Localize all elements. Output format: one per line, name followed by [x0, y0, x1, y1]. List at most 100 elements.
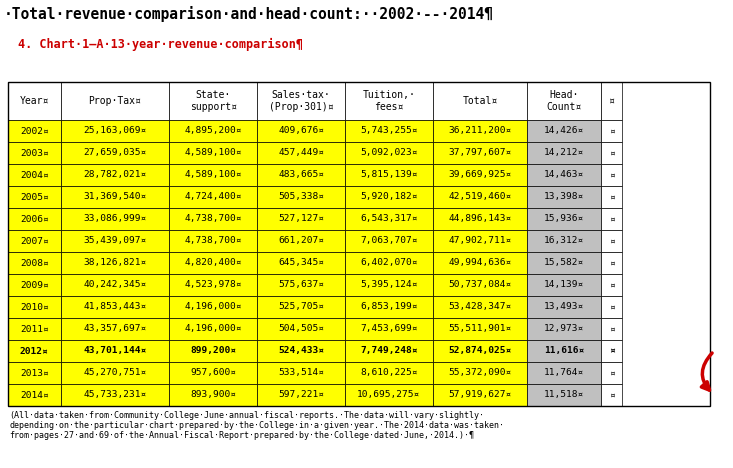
Bar: [169, 274, 257, 296]
Bar: [528, 274, 601, 296]
Bar: [601, 362, 622, 384]
Text: 533,514¤: 533,514¤: [278, 368, 324, 378]
Bar: [345, 274, 432, 296]
Bar: [8, 252, 61, 274]
Bar: [61, 120, 169, 142]
Text: 14,463¤: 14,463¤: [544, 170, 584, 180]
Bar: [8, 362, 61, 384]
Text: 50,737,084¤: 50,737,084¤: [449, 280, 512, 290]
Text: 5,815,139¤: 5,815,139¤: [360, 170, 418, 180]
Bar: [601, 120, 622, 142]
Bar: [8, 340, 61, 362]
Bar: [169, 142, 257, 164]
Text: 10,695,275¤: 10,695,275¤: [357, 390, 421, 400]
Bar: [8, 296, 61, 318]
Text: 15,936¤: 15,936¤: [544, 214, 584, 224]
Bar: [432, 318, 528, 340]
Bar: [61, 252, 169, 274]
Text: 4,724,400¤: 4,724,400¤: [185, 192, 242, 202]
Text: 4,895,200¤: 4,895,200¤: [185, 126, 242, 136]
Bar: [61, 186, 169, 208]
Bar: [528, 384, 601, 406]
Bar: [601, 384, 622, 406]
Bar: [169, 82, 257, 120]
Text: 2003¤: 2003¤: [20, 148, 48, 158]
Bar: [601, 186, 622, 208]
Text: 899,200¤: 899,200¤: [191, 346, 236, 356]
Bar: [257, 296, 345, 318]
Text: 524,433¤: 524,433¤: [278, 346, 324, 356]
Text: 4. Chart·1—A·13·year·revenue·comparison¶: 4. Chart·1—A·13·year·revenue·comparison¶: [18, 38, 303, 51]
Bar: [601, 318, 622, 340]
Bar: [345, 142, 432, 164]
Text: 504,505¤: 504,505¤: [278, 324, 324, 334]
Text: 42,519,460¤: 42,519,460¤: [449, 192, 512, 202]
Bar: [601, 296, 622, 318]
Bar: [345, 186, 432, 208]
Bar: [8, 164, 61, 186]
Bar: [61, 318, 169, 340]
Text: 28,782,021¤: 28,782,021¤: [84, 170, 147, 180]
Bar: [528, 362, 601, 384]
Text: 457,449¤: 457,449¤: [278, 148, 324, 158]
Text: ¤: ¤: [609, 390, 614, 400]
Text: 2002¤: 2002¤: [20, 126, 48, 136]
Bar: [432, 362, 528, 384]
Text: 43,701,144¤: 43,701,144¤: [84, 346, 147, 356]
Text: 2004¤: 2004¤: [20, 170, 48, 180]
Text: 6,543,317¤: 6,543,317¤: [360, 214, 418, 224]
Bar: [169, 208, 257, 230]
Bar: [169, 318, 257, 340]
Text: 5,920,182¤: 5,920,182¤: [360, 192, 418, 202]
Bar: [432, 164, 528, 186]
Text: 2006¤: 2006¤: [20, 214, 48, 224]
Text: 957,600¤: 957,600¤: [191, 368, 236, 378]
Text: ·Total·revenue·comparison·and·head·count:··2002·--·2014¶: ·Total·revenue·comparison·and·head·count…: [4, 6, 494, 22]
Text: 7,453,699¤: 7,453,699¤: [360, 324, 418, 334]
Bar: [8, 208, 61, 230]
Text: 53,428,347¤: 53,428,347¤: [449, 302, 512, 312]
Text: 15,582¤: 15,582¤: [544, 258, 584, 268]
Bar: [345, 164, 432, 186]
Text: ¤: ¤: [609, 214, 614, 224]
Text: 14,139¤: 14,139¤: [544, 280, 584, 290]
Bar: [61, 340, 169, 362]
Text: ¤: ¤: [609, 324, 614, 334]
Bar: [345, 82, 432, 120]
Bar: [345, 296, 432, 318]
Text: 36,211,200¤: 36,211,200¤: [449, 126, 512, 136]
Text: 7,749,248¤: 7,749,248¤: [360, 346, 418, 356]
Bar: [528, 142, 601, 164]
Text: 45,270,751¤: 45,270,751¤: [84, 368, 147, 378]
Bar: [8, 384, 61, 406]
Text: 597,221¤: 597,221¤: [278, 390, 324, 400]
Text: ¤: ¤: [609, 302, 614, 312]
Text: 527,127¤: 527,127¤: [278, 214, 324, 224]
Bar: [169, 230, 257, 252]
Bar: [601, 274, 622, 296]
Text: 55,511,901¤: 55,511,901¤: [449, 324, 512, 334]
Bar: [528, 252, 601, 274]
Bar: [61, 296, 169, 318]
Bar: [257, 230, 345, 252]
Text: ¤: ¤: [609, 170, 614, 180]
Text: Year¤: Year¤: [20, 96, 49, 106]
Text: 2007¤: 2007¤: [20, 236, 48, 246]
Text: 27,659,035¤: 27,659,035¤: [84, 148, 147, 158]
Bar: [257, 120, 345, 142]
Bar: [61, 208, 169, 230]
Bar: [432, 296, 528, 318]
Text: 14,212¤: 14,212¤: [544, 148, 584, 158]
Text: 4,738,700¤: 4,738,700¤: [185, 236, 242, 246]
Text: 4,196,000¤: 4,196,000¤: [185, 302, 242, 312]
Bar: [432, 142, 528, 164]
Text: 11,764¤: 11,764¤: [544, 368, 584, 378]
Bar: [257, 252, 345, 274]
Text: 47,902,711¤: 47,902,711¤: [449, 236, 512, 246]
Text: 25,163,069¤: 25,163,069¤: [84, 126, 147, 136]
Bar: [345, 362, 432, 384]
Bar: [528, 318, 601, 340]
Bar: [432, 120, 528, 142]
Text: 645,345¤: 645,345¤: [278, 258, 324, 268]
Text: 4,820,400¤: 4,820,400¤: [185, 258, 242, 268]
